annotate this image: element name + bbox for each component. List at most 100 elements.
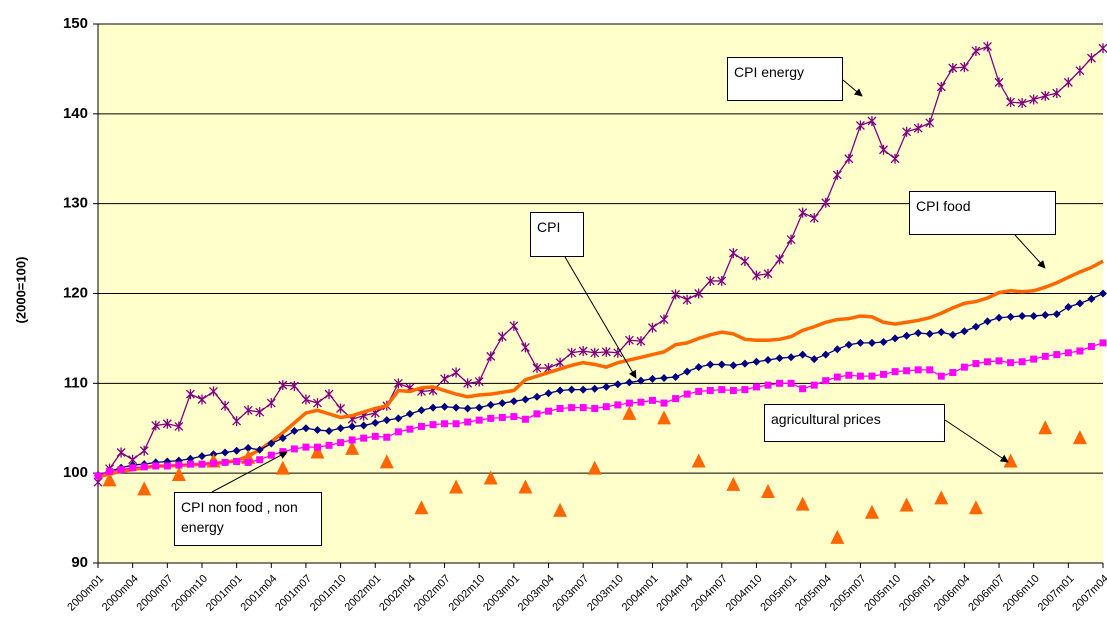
point	[197, 394, 207, 405]
point	[348, 436, 356, 444]
point	[983, 41, 992, 52]
point	[925, 117, 935, 128]
point	[174, 421, 184, 432]
point	[383, 433, 391, 441]
point	[867, 116, 877, 127]
point	[553, 502, 568, 517]
point	[487, 414, 495, 422]
x-tick-label: 2003m01	[481, 573, 522, 614]
point	[429, 421, 437, 429]
point	[278, 434, 287, 443]
point	[278, 380, 288, 391]
point	[256, 456, 264, 464]
point	[648, 322, 657, 333]
point	[405, 409, 414, 418]
x-tick-label: 2001m07	[273, 573, 314, 614]
point	[567, 385, 576, 394]
point	[879, 338, 888, 347]
x-tick-label: 2000m07	[135, 573, 176, 614]
point	[706, 387, 714, 395]
point	[1064, 302, 1073, 311]
point	[879, 144, 888, 155]
point	[960, 363, 968, 371]
point	[186, 460, 194, 468]
point	[394, 428, 402, 436]
point	[451, 367, 461, 378]
point	[914, 366, 922, 374]
point	[657, 410, 672, 425]
point	[810, 355, 819, 364]
annotation: agricultural prices	[764, 404, 945, 442]
point	[232, 446, 241, 455]
point	[914, 329, 923, 338]
point	[751, 270, 761, 281]
point	[244, 458, 252, 466]
point	[267, 439, 276, 448]
point	[830, 529, 845, 544]
x-tick-label: 2001m01	[204, 573, 245, 614]
point	[752, 383, 760, 391]
point	[324, 389, 334, 400]
point	[232, 416, 242, 427]
point	[579, 385, 588, 394]
series-line	[97, 292, 1104, 476]
x-tick-label: 2006m10	[1001, 573, 1042, 614]
point	[463, 404, 472, 413]
annotation: CPI energy	[727, 57, 843, 101]
point	[937, 328, 946, 337]
series-line	[97, 259, 1104, 479]
point	[856, 372, 864, 380]
point	[983, 317, 992, 326]
point	[417, 422, 425, 430]
point	[613, 380, 622, 389]
point	[310, 444, 325, 459]
point	[672, 395, 680, 403]
point	[379, 454, 394, 469]
point	[414, 500, 429, 515]
point	[440, 373, 450, 384]
point	[936, 81, 946, 92]
point	[279, 448, 287, 456]
x-tick-label: 2006m07	[966, 573, 1007, 614]
x-tick-label: 2004m10	[724, 573, 765, 614]
point	[486, 351, 496, 362]
y-tick-label: 140	[63, 105, 88, 122]
point	[1040, 90, 1050, 101]
point	[729, 361, 738, 370]
point	[625, 399, 633, 407]
point	[1075, 299, 1084, 308]
point	[728, 248, 738, 259]
x-tick-label: 2007m04	[1070, 573, 1107, 614]
point	[360, 434, 368, 442]
point	[497, 331, 507, 342]
point	[864, 504, 879, 519]
point	[129, 464, 137, 472]
point	[776, 379, 784, 387]
point	[1072, 430, 1087, 445]
point	[371, 418, 380, 427]
point	[1099, 289, 1107, 298]
point	[660, 373, 669, 382]
point	[336, 424, 345, 433]
point	[810, 381, 818, 389]
x-tick-label: 2004m01	[620, 573, 661, 614]
x-tick-label: 2005m07	[828, 573, 869, 614]
point	[498, 399, 507, 408]
point	[821, 197, 831, 208]
point	[821, 350, 830, 359]
series	[94, 289, 1107, 479]
point	[660, 399, 668, 407]
point	[440, 402, 449, 411]
point	[509, 397, 518, 406]
point	[509, 320, 519, 331]
point	[622, 405, 637, 420]
point	[717, 275, 727, 286]
point	[948, 63, 958, 74]
point	[726, 476, 741, 491]
point	[475, 416, 483, 424]
point	[691, 453, 706, 468]
series-line	[97, 342, 1104, 477]
point	[925, 329, 934, 338]
y-tick-label: 100	[63, 464, 88, 481]
